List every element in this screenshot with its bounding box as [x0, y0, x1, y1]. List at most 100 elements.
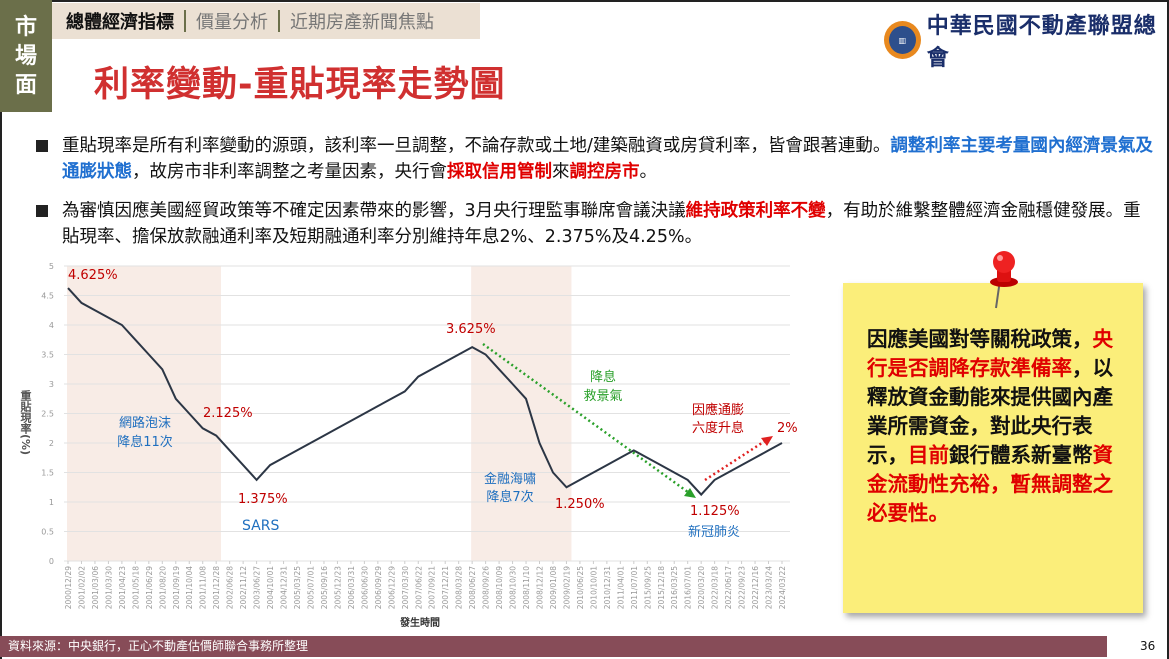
rate-chart: 0 0.5 1 1.5 2 2.5 3 3.5 4 4.5 5 2000/12/29 2001/02/… [41, 262, 798, 629]
cut-arrowhead [684, 488, 696, 498]
x-tick-label: 2001/09/19 [172, 566, 181, 609]
x-tick-label: 2016/07/01 [684, 566, 693, 609]
gridlines: 0 0.5 1 1.5 2 2.5 3 3.5 4 4.5 5 [41, 262, 790, 566]
x-tick-label: 2002/06/28 [226, 566, 235, 609]
ann-dotcom: 網路泡沫 [119, 415, 171, 431]
section-char: 場 [14, 43, 37, 69]
section-label: 市 場 面 [0, 0, 52, 112]
ann-crisis-cuts: 降息7次 [486, 489, 533, 505]
source-footer: 資料來源：中央銀行，正心不動產估價師聯合事務所整理 [0, 636, 1107, 657]
highlight-text: 調整利率主要考量國內經濟景氣及通膨狀態 [62, 136, 1153, 182]
note-text: 因應美國對等關稅政策，央行是否調降存款準備率，以釋放資金動能來提供國內產業所需資… [867, 327, 1113, 525]
logo-text: 中華民國不動產聯盟總會 [926, 13, 1157, 71]
ann-sars: SARS [242, 518, 279, 534]
x-tick-label: 2022/12/16 [751, 566, 760, 609]
ann-start: 4.625% [68, 268, 118, 283]
x-tick-label: 2008/10/09 [495, 566, 504, 609]
tab-bar: 總體經濟指標 價量分析 近期房產新聞焦點 [52, 3, 480, 39]
x-tick-label: 2004/10/01 [266, 566, 275, 609]
annotations: 4.625% 網路泡沫 降息11次 2.125% 1.375% SARS 3.6… [68, 268, 798, 540]
ann-2125: 2.125% [203, 406, 253, 421]
tab-news[interactable]: 近期房產新聞焦點 [290, 12, 434, 33]
logo: ▥ 中華民國不動產聯盟總會 [884, 8, 1169, 72]
x-tick-label: 2007/09/21 [428, 566, 437, 609]
pushpin-icon [990, 251, 1018, 309]
tab-macro[interactable]: 總體經濟指標 [66, 12, 174, 33]
y-tick-label: 4.5 [41, 292, 54, 301]
ann-crisis: 金融海嘯 [484, 471, 536, 487]
ann-1250: 1.250% [555, 497, 605, 512]
ann-1125: 1.125% [690, 504, 740, 519]
text-segment: 重貼現率是所有利率變動的源頭，該利率一旦調整，不論存款或土地/建築融資或房貸利率… [62, 136, 891, 156]
highlight-text: 採取信用管制 [447, 162, 552, 182]
x-tick-label: 2010/12/31 [603, 566, 612, 609]
x-tick-label: 2008/12/12 [536, 566, 545, 609]
x-tick-label: 2009/02/19 [562, 566, 571, 609]
x-tick-label: 2008/11/10 [522, 566, 531, 609]
text-segment: ，故房市非利率調整之考量因素，央行會 [132, 162, 447, 182]
tab-divider [184, 10, 186, 32]
x-tick-label: 2001/12/28 [212, 566, 221, 609]
ann-inflation: 因應通膨 [692, 402, 744, 418]
x-tick-label: 2007/03/30 [401, 566, 410, 609]
x-tick-label: 2015/12/18 [657, 566, 666, 609]
ann-3625: 3.625% [446, 322, 496, 337]
x-tick-label: 2007/06/22 [414, 566, 423, 609]
ann-cut: 降息 [590, 369, 616, 385]
x-tick-label: 2006/12/29 [387, 566, 396, 609]
x-tick-label: 2001/02/02 [77, 566, 86, 609]
text-segment: 。 [639, 162, 658, 182]
x-tick-label: 2008/09/26 [482, 566, 491, 609]
hike-arrowhead [761, 436, 773, 446]
tab-price-volume[interactable]: 價量分析 [196, 12, 268, 33]
highlight-text: 資金流動性充裕，暫無調整之必要性。 [867, 443, 1113, 525]
ann-2: 2% [777, 421, 798, 436]
x-tick-label: 2022/06/17 [724, 566, 733, 609]
x-tick-label: 2008/10/30 [509, 566, 518, 609]
x-tick-label: 2022/03/18 [711, 566, 720, 609]
page-number: 36 [1140, 639, 1156, 653]
x-tick-label: 2001/11/08 [199, 566, 208, 609]
x-tick-label: 2008/03/28 [455, 566, 464, 609]
y-tick-label: 0.5 [41, 528, 54, 537]
page-title: 利率變動-重貼現率走勢圖 [94, 65, 506, 105]
x-tick-label: 2006/06/30 [360, 566, 369, 609]
x-tick-label: 2005/03/25 [293, 566, 302, 609]
y-tick-label: 2 [49, 439, 54, 448]
x-tick-label: 2005/09/16 [320, 566, 329, 609]
x-tick-label: 2010/06/25 [576, 566, 585, 609]
text-segment: 銀行體系新臺幣 [949, 443, 1093, 467]
bullet-square-icon [36, 140, 48, 152]
x-tick-label: 2005/12/23 [333, 566, 342, 609]
x-tick-label: 2001/06/29 [145, 566, 154, 609]
x-tick-label: 2001/03/06 [91, 566, 100, 609]
x-tick-label: 2009/01/08 [549, 566, 558, 609]
y-tick-label: 3 [49, 380, 54, 389]
x-tick-label: 2008/06/27 [468, 566, 477, 609]
text-segment: ，以釋放資金動能來提供國內產業所需資金，對此央行表示， [867, 356, 1113, 467]
hike-arrow [704, 437, 769, 482]
x-tick-label: 2006/03/31 [347, 566, 356, 609]
x-tick-label: 2020/03/20 [697, 566, 706, 609]
x-axis-title: 發生時間 [399, 616, 440, 629]
x-tick-label: 2001/04/23 [118, 566, 127, 609]
x-tick-label: 2000/12/29 [64, 566, 73, 609]
x-tick-label: 2001/08/20 [158, 566, 167, 609]
ann-covid: 新冠肺炎 [688, 524, 740, 540]
rate-line [67, 287, 783, 497]
bullet-text: 重貼現率是所有利率變動的源頭，該利率一旦調整，不論存款或土地/建築融資或房貸利率… [62, 133, 1156, 185]
highlight-text: 央行是否調降存款準備率 [867, 327, 1113, 380]
x-tick-label: 2001/03/30 [104, 566, 113, 609]
text-segment: 因應美國對等關稅政策， [867, 327, 1093, 351]
y-tick-label: 5 [49, 262, 54, 271]
y-axis-title: 重貼現率(%) [19, 390, 32, 456]
x-tick-label: 2003/06/27 [253, 566, 262, 609]
x-tick-label: 2002/11/12 [239, 566, 248, 609]
highlight-text: 目前 [908, 443, 949, 467]
sticky-note: 因應美國對等關稅政策，央行是否調降存款準備率，以釋放資金動能來提供國內產業所需資… [843, 283, 1143, 613]
x-tick-label: 2001/05/18 [131, 566, 140, 609]
ann-dotcom-cuts: 降息11次 [117, 434, 173, 450]
x-tick-labels: 2000/12/29 2001/02/02 2001/03/06 2001/03/30… [64, 561, 787, 609]
x-tick-label: 2006/09/29 [374, 566, 383, 609]
x-tick-label: 2011/04/01 [616, 566, 625, 609]
